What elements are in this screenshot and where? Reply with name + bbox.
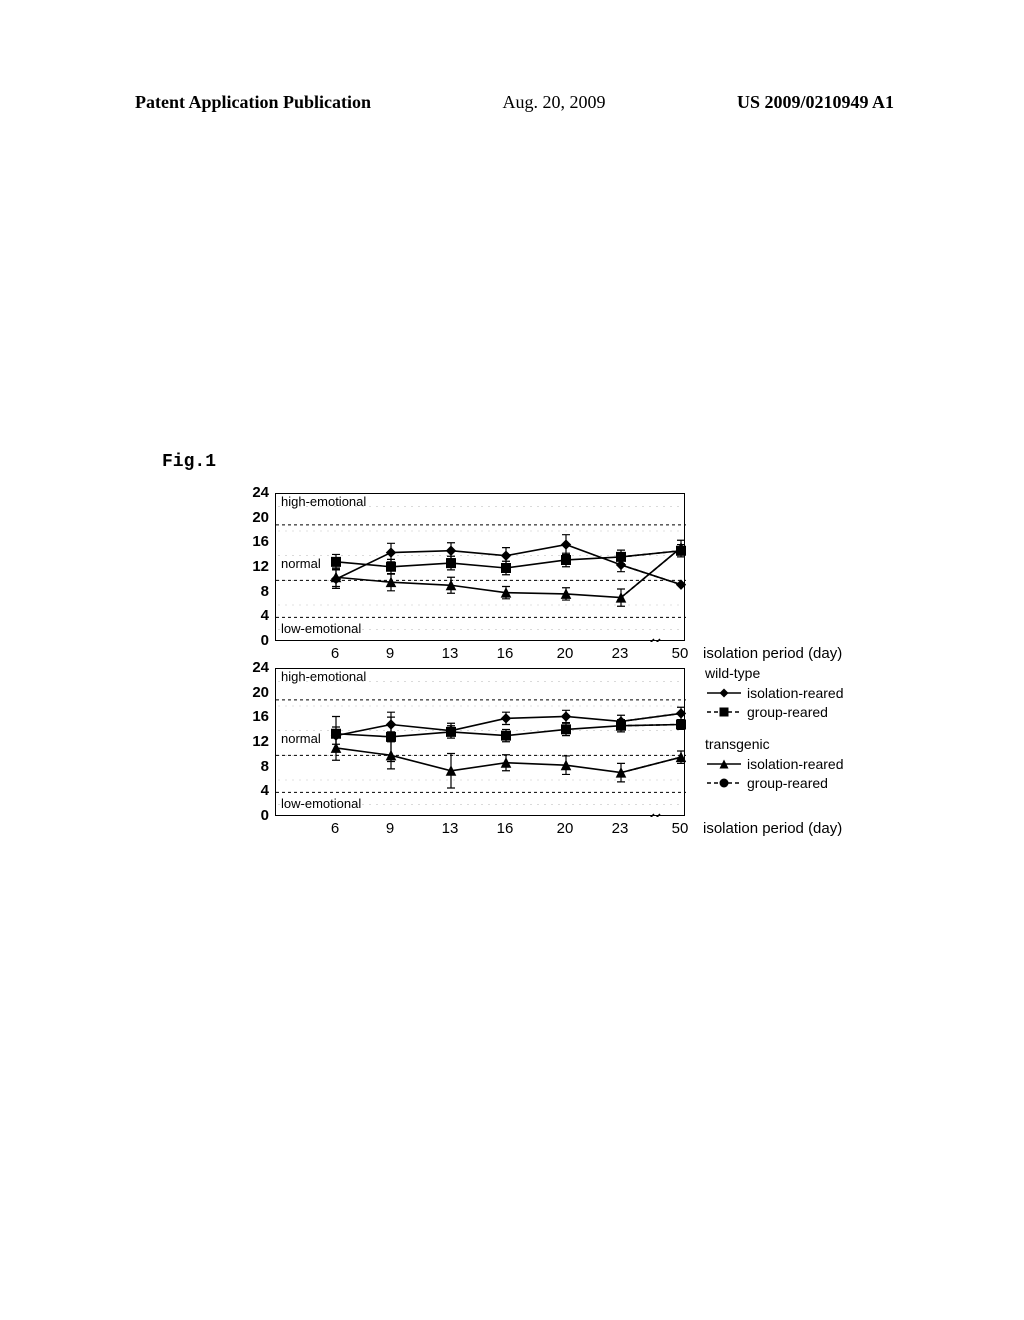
x-tick-label: 9: [386, 645, 394, 662]
chart-top: [275, 493, 685, 641]
band-label: high-emotional: [281, 669, 366, 684]
y-tick-label: 24: [239, 484, 269, 501]
legend-item-label: isolation-reared: [747, 756, 844, 772]
x-tick-label: 16: [497, 820, 514, 837]
x-tick-label: 13: [442, 820, 459, 837]
x-tick-label: 6: [331, 820, 339, 837]
legend-item: isolation-reared: [705, 756, 844, 772]
diamond-icon: [705, 686, 743, 700]
legend-group-title: wild-type: [705, 665, 844, 681]
x-tick-label: 9: [386, 820, 394, 837]
x-axis-label: isolation period (day): [703, 645, 842, 662]
x-axis-label: isolation period (day): [703, 820, 842, 837]
page-header: Patent Application Publication Aug. 20, …: [0, 92, 1024, 113]
band-label: low-emotional: [281, 796, 361, 811]
legend-group-title: transgenic: [705, 736, 844, 752]
y-tick-label: 0: [239, 807, 269, 824]
x-tick-label: 23: [612, 645, 629, 662]
header-left: Patent Application Publication: [135, 92, 371, 113]
y-tick-label: 16: [239, 533, 269, 550]
y-tick-label: 8: [239, 583, 269, 600]
y-tick-label: 24: [239, 659, 269, 676]
legend-item-label: group-reared: [747, 775, 828, 791]
band-label: low-emotional: [281, 621, 361, 636]
band-label: normal: [281, 731, 321, 746]
y-tick-label: 0: [239, 632, 269, 649]
y-tick-label: 8: [239, 758, 269, 775]
y-tick-label: 12: [239, 558, 269, 575]
header-right: US 2009/0210949 A1: [737, 92, 894, 113]
y-tick-label: 4: [239, 607, 269, 624]
header-center: Aug. 20, 2009: [503, 92, 606, 113]
x-tick-label: 20: [557, 645, 574, 662]
y-tick-label: 20: [239, 684, 269, 701]
x-tick-label: 6: [331, 645, 339, 662]
legend-item: group-reared: [705, 775, 844, 791]
legend-item-label: group-reared: [747, 704, 828, 720]
figure-label: Fig.1: [162, 452, 216, 472]
x-tick-label: 20: [557, 820, 574, 837]
chart-bottom: [275, 668, 685, 816]
y-tick-label: 16: [239, 708, 269, 725]
triangle-icon: [705, 757, 743, 771]
y-tick-label: 12: [239, 733, 269, 750]
square-icon: [705, 705, 743, 719]
x-tick-label: 23: [612, 820, 629, 837]
legend-item: group-reared: [705, 704, 844, 720]
circle-icon: [705, 776, 743, 790]
x-tick-label: 16: [497, 645, 514, 662]
x-tick-label: 13: [442, 645, 459, 662]
band-label: high-emotional: [281, 494, 366, 509]
band-label: normal: [281, 556, 321, 571]
legend-item-label: isolation-reared: [747, 685, 844, 701]
legend-item: isolation-reared: [705, 685, 844, 701]
y-tick-label: 20: [239, 509, 269, 526]
y-tick-label: 4: [239, 782, 269, 799]
x-tick-label: 50: [672, 645, 689, 662]
legend: wild-type isolation-reared group-reared tra…: [705, 665, 844, 794]
x-tick-label: 50: [672, 820, 689, 837]
